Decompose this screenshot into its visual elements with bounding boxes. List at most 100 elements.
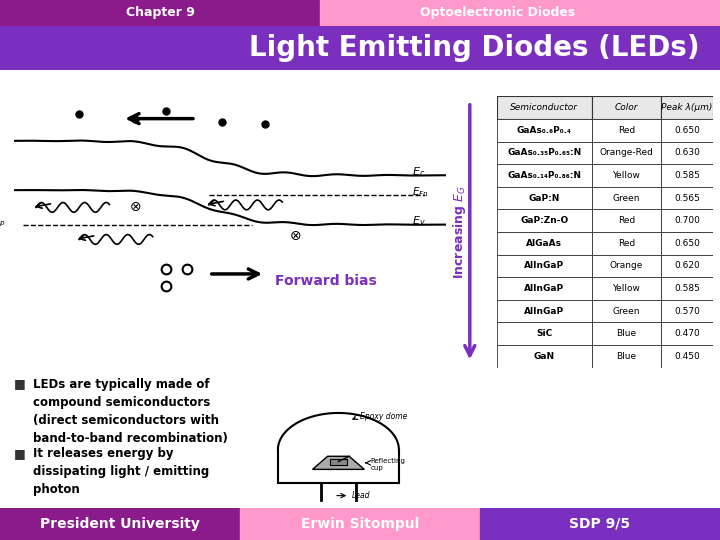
Bar (497, 164, 592, 187)
Bar (661, 164, 713, 187)
Text: Peak λ(μm): Peak λ(μm) (661, 103, 713, 112)
Text: Orange: Orange (610, 261, 643, 271)
Bar (661, 119, 713, 141)
Bar (497, 255, 592, 277)
Text: Green: Green (613, 194, 640, 202)
Bar (661, 232, 713, 255)
Bar (497, 97, 592, 119)
Bar (497, 322, 592, 345)
Text: $E_c$: $E_c$ (412, 165, 425, 179)
Bar (497, 300, 592, 322)
Text: Blue: Blue (616, 329, 636, 338)
Bar (592, 300, 661, 322)
Text: GaAs₀.₁₄P₀.₈₆:N: GaAs₀.₁₄P₀.₈₆:N (508, 171, 581, 180)
Text: Reflecting
cup: Reflecting cup (371, 457, 405, 471)
Text: 0.570: 0.570 (674, 307, 700, 316)
Text: Optoelectronic Diodes: Optoelectronic Diodes (420, 6, 575, 19)
Text: It releases energy by
dissipating light / emitting
photon: It releases energy by dissipating light … (33, 447, 210, 496)
Text: GaP:Zn-O: GaP:Zn-O (520, 216, 569, 225)
Bar (497, 345, 592, 368)
Text: 0.565: 0.565 (674, 194, 700, 202)
Text: 0.700: 0.700 (674, 216, 700, 225)
Text: AlInGaP: AlInGaP (524, 307, 564, 316)
Text: $E_{Fp}$: $E_{Fp}$ (0, 215, 6, 230)
Bar (661, 210, 713, 232)
Bar (661, 187, 713, 210)
Text: Semiconductor: Semiconductor (510, 103, 578, 112)
Text: 0.650: 0.650 (674, 239, 700, 248)
Bar (592, 141, 661, 164)
Text: AlGaAs: AlGaAs (526, 239, 562, 248)
Text: GaP:N: GaP:N (528, 194, 560, 202)
Bar (661, 97, 713, 119)
Text: $\otimes$: $\otimes$ (129, 200, 142, 214)
Bar (592, 210, 661, 232)
Text: Color: Color (615, 103, 638, 112)
Bar (240, 508, 480, 540)
Bar (661, 277, 713, 300)
Bar (592, 277, 661, 300)
Bar (592, 322, 661, 345)
Bar (497, 141, 592, 164)
Bar (497, 187, 592, 210)
Bar (592, 119, 661, 141)
Bar (320, 0, 720, 26)
Bar (661, 345, 713, 368)
Text: Yellow: Yellow (613, 284, 640, 293)
Bar (592, 187, 661, 210)
Text: Epoxy dome: Epoxy dome (360, 413, 408, 421)
Text: 0.585: 0.585 (674, 284, 700, 293)
Text: 0.470: 0.470 (674, 329, 700, 338)
Text: GaAs₀.₆P₀.₄: GaAs₀.₆P₀.₄ (517, 126, 572, 135)
Text: ■: ■ (14, 447, 25, 460)
Bar (661, 141, 713, 164)
Bar (592, 164, 661, 187)
Bar (497, 232, 592, 255)
Text: AlInGaP: AlInGaP (524, 284, 564, 293)
Text: AlInGaP: AlInGaP (524, 261, 564, 271)
Text: Increasing $E_G$: Increasing $E_G$ (451, 185, 469, 279)
Bar (592, 255, 661, 277)
Text: Blue: Blue (616, 352, 636, 361)
Bar (661, 255, 713, 277)
Bar (330, 459, 347, 465)
Text: SiC: SiC (536, 329, 552, 338)
Text: Chapter 9: Chapter 9 (125, 6, 194, 19)
Bar (661, 300, 713, 322)
Polygon shape (312, 456, 364, 469)
Bar (480, 508, 720, 540)
Text: 0.650: 0.650 (674, 126, 700, 135)
Text: ■: ■ (14, 377, 25, 390)
Text: LEDs are typically made of
compound semiconductors
(direct semiconductors with
b: LEDs are typically made of compound semi… (33, 377, 228, 444)
Text: GaAs₀.₃₅P₀.₆₅:N: GaAs₀.₃₅P₀.₆₅:N (507, 148, 582, 158)
Text: $E_{Fn}$: $E_{Fn}$ (412, 186, 428, 199)
Text: Red: Red (618, 126, 635, 135)
Text: President University: President University (40, 517, 200, 531)
Text: Red: Red (618, 216, 635, 225)
Text: GaN: GaN (534, 352, 555, 361)
Text: Green: Green (613, 307, 640, 316)
Text: 0.450: 0.450 (674, 352, 700, 361)
Text: Yellow: Yellow (613, 171, 640, 180)
Text: Forward bias: Forward bias (274, 274, 377, 288)
Text: Light Emitting Diodes (LEDs): Light Emitting Diodes (LEDs) (249, 34, 700, 62)
Bar (661, 322, 713, 345)
Text: 0.585: 0.585 (674, 171, 700, 180)
Bar (592, 345, 661, 368)
Text: 0.620: 0.620 (674, 261, 700, 271)
Bar (497, 119, 592, 141)
Text: Red: Red (618, 239, 635, 248)
Text: Lead: Lead (351, 491, 370, 500)
Text: $E_v$: $E_v$ (412, 214, 426, 228)
Bar (592, 232, 661, 255)
Bar (592, 97, 661, 119)
Text: SDP 9/5: SDP 9/5 (570, 517, 631, 531)
Text: Erwin Sitompul: Erwin Sitompul (301, 517, 419, 531)
Bar (497, 277, 592, 300)
Text: 0.630: 0.630 (674, 148, 700, 158)
Bar (497, 210, 592, 232)
Bar (0, 0, 320, 26)
Text: Orange-Red: Orange-Red (600, 148, 653, 158)
Text: $\otimes$: $\otimes$ (289, 229, 302, 243)
Bar (0, 508, 240, 540)
